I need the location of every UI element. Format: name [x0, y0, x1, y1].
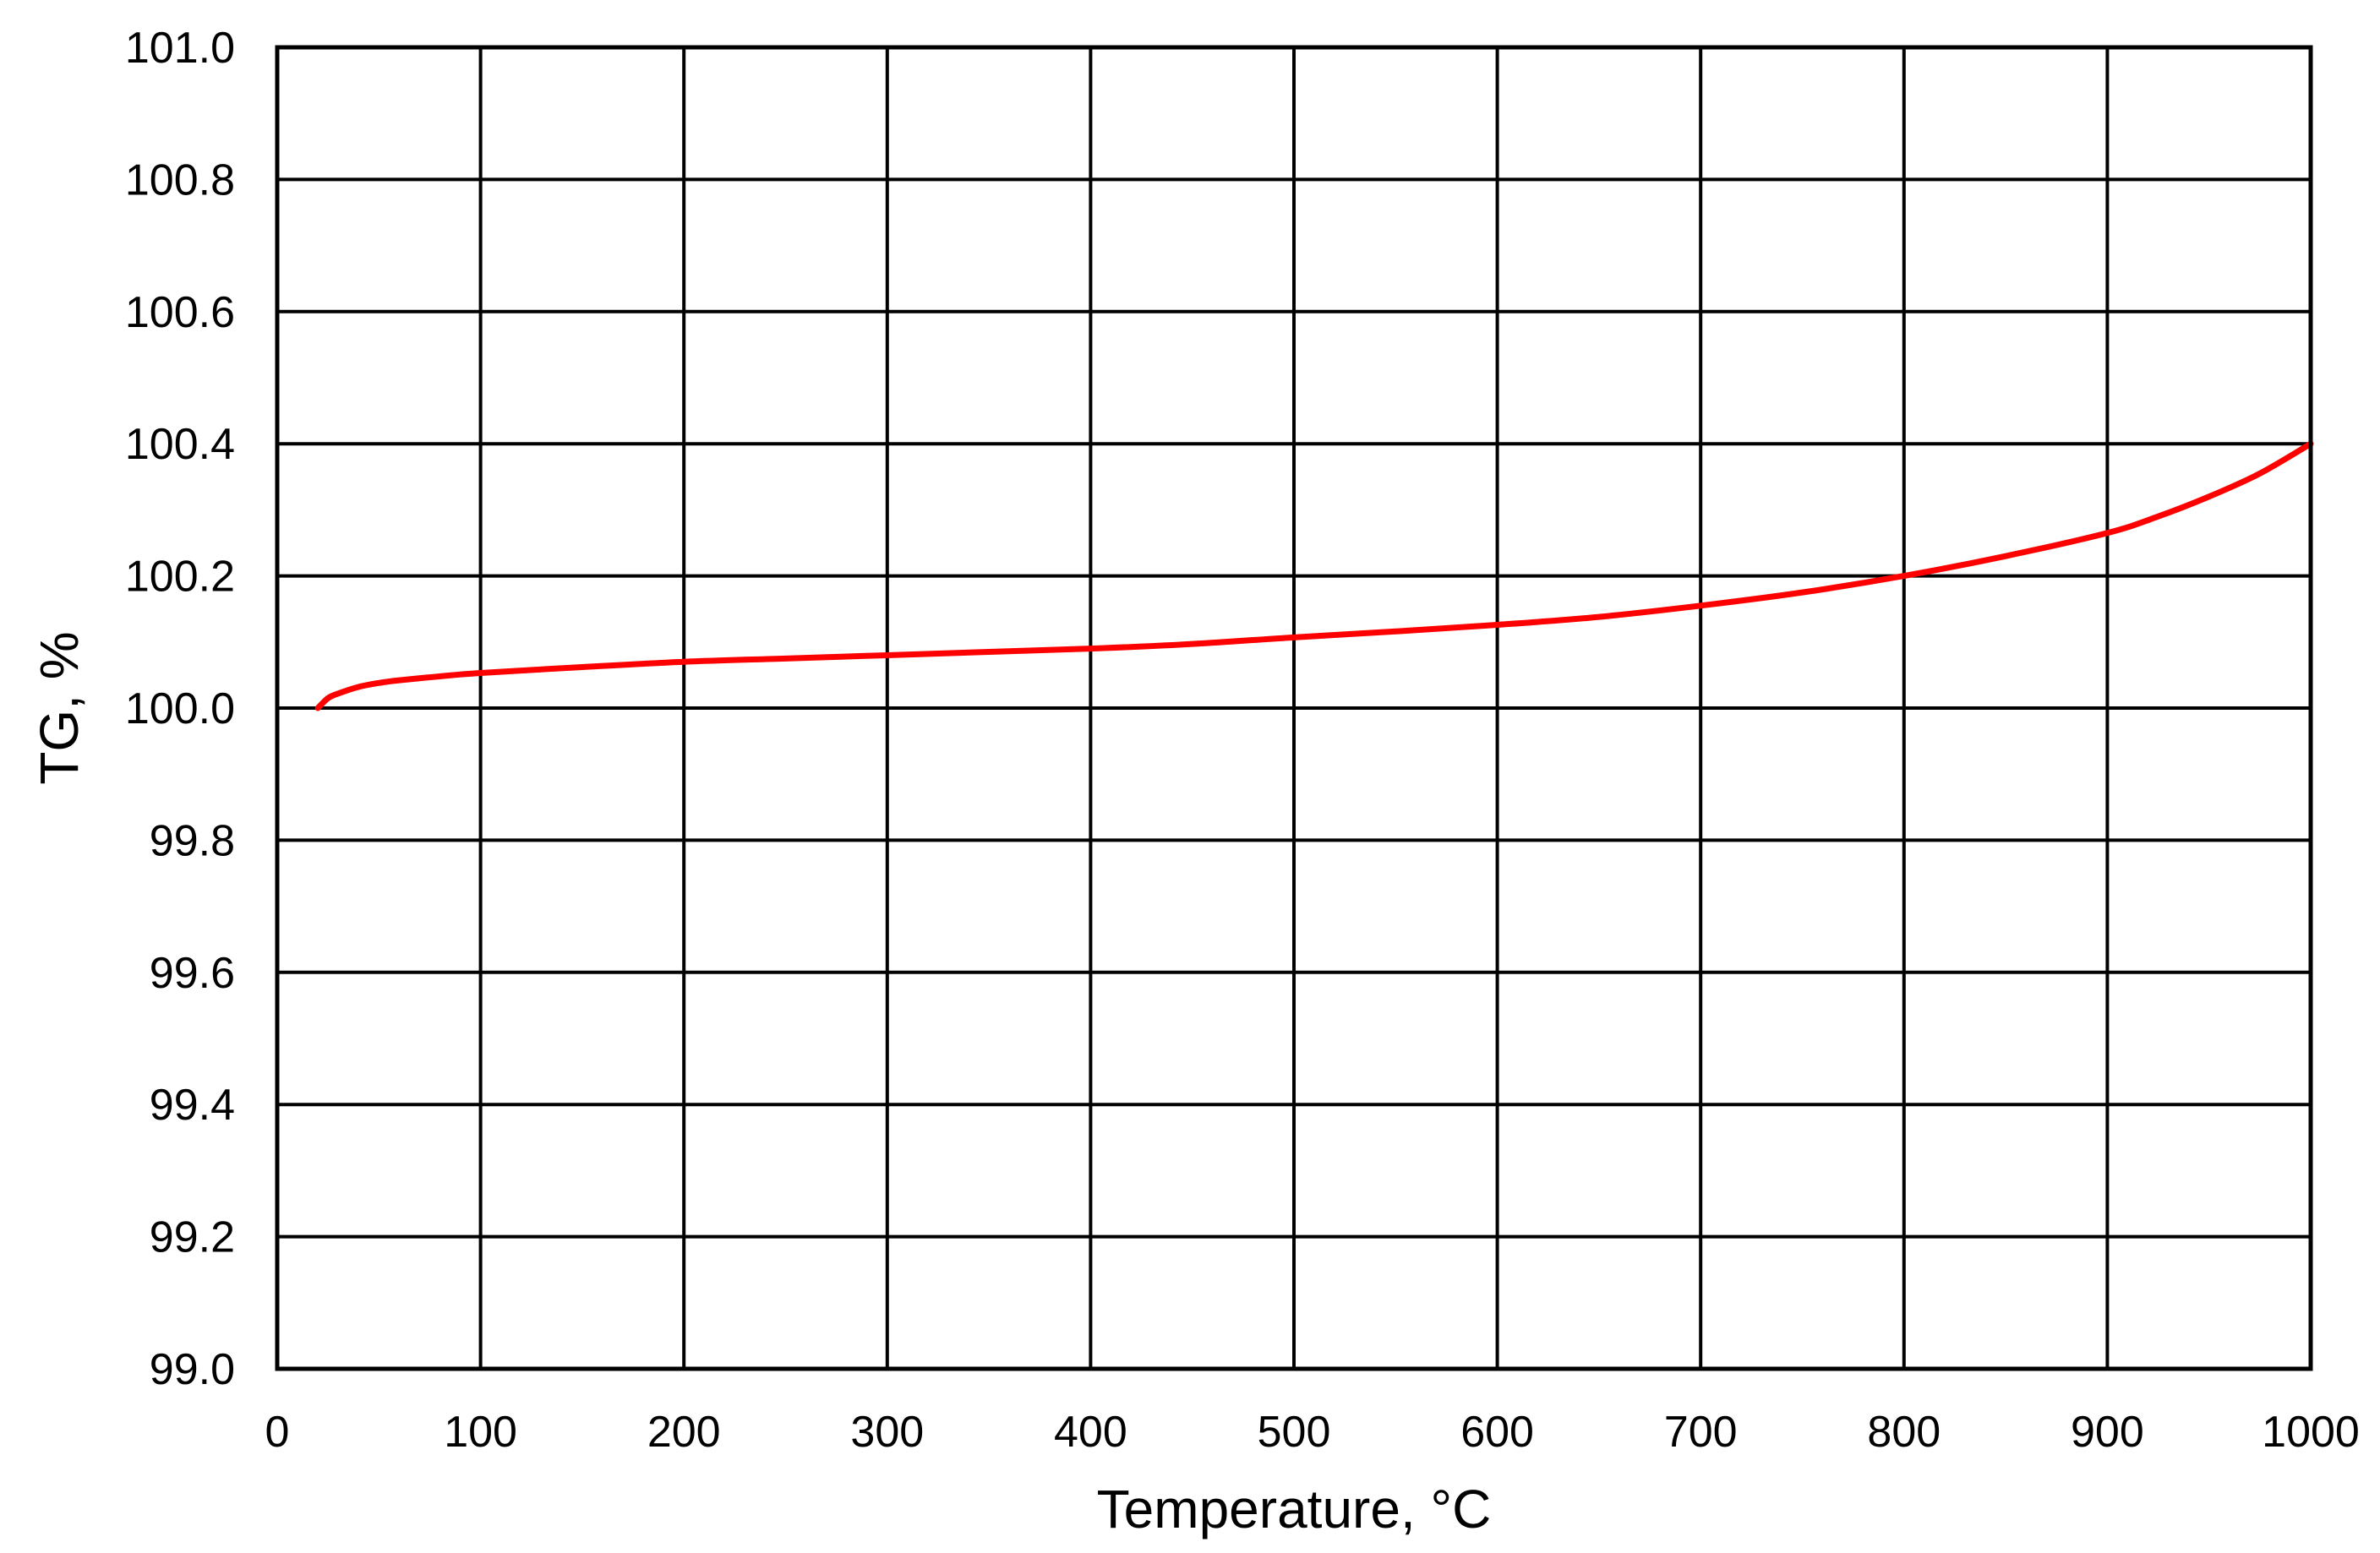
y-axis-title: TG, %: [29, 631, 90, 784]
y-tick-label: 99.4: [150, 1081, 235, 1130]
x-axis-title: Temperature, °C: [1097, 1479, 1492, 1539]
series-layer: [314, 440, 2314, 711]
y-tick-label: 99.0: [150, 1345, 235, 1394]
y-tick-label: 99.8: [150, 816, 235, 865]
series-line-0: [314, 440, 2314, 711]
y-tick-label: 100.2: [125, 553, 235, 602]
y-tick-label: 100.8: [125, 155, 235, 204]
y-tick-label: 100.6: [125, 288, 235, 337]
y-axis-ticks: 99.0 99.2 99.4 99.6 99.8 100.0 100.2 100.4 100.6…: [125, 24, 235, 1394]
y-tick-label: 99.2: [150, 1213, 235, 1262]
plot-frame: [275, 45, 2313, 1371]
x-tick-label: 900: [2071, 1408, 2144, 1457]
y-tick-label: 100.4: [125, 420, 235, 469]
x-tick-label: 500: [1258, 1408, 1331, 1457]
y-tick-label: 99.6: [150, 949, 235, 998]
x-tick-label: 800: [1867, 1408, 1941, 1457]
x-tick-label: 400: [1054, 1408, 1127, 1457]
y-tick-label: 100.0: [125, 684, 235, 733]
y-tick-label: 101.0: [125, 24, 235, 73]
x-tick-label: 200: [647, 1408, 721, 1457]
x-tick-label: 600: [1460, 1408, 1534, 1457]
x-tick-label: 1000: [2262, 1408, 2360, 1457]
grid: [276, 46, 2312, 1370]
x-tick-label: 0: [265, 1408, 290, 1457]
x-tick-label: 700: [1664, 1408, 1738, 1457]
x-tick-label: 300: [850, 1408, 924, 1457]
x-tick-label: 100: [444, 1408, 517, 1457]
x-axis-ticks: 0 100 200 300 400 500 600 700 800 900 1000: [265, 1408, 2360, 1457]
